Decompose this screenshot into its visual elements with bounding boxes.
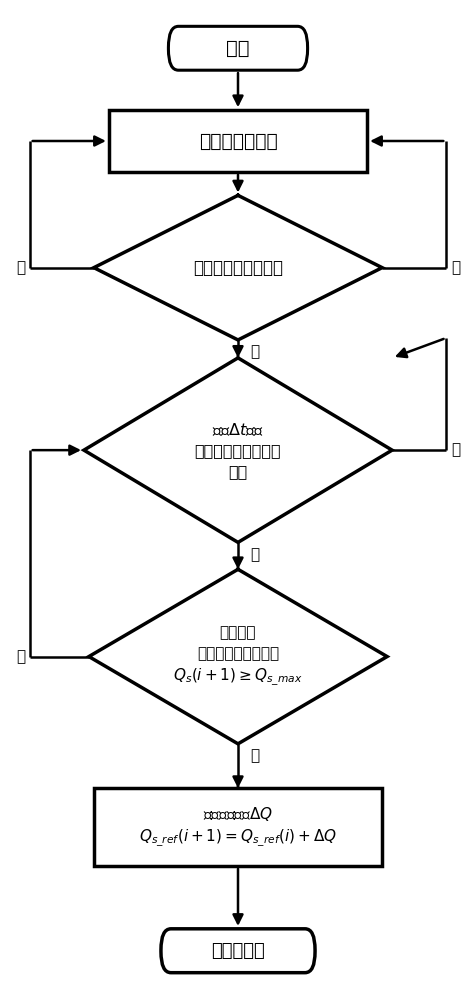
FancyBboxPatch shape [169,26,307,70]
Text: 结束并告警: 结束并告警 [211,942,265,960]
Polygon shape [94,195,382,340]
Text: 是: 是 [451,443,460,458]
Text: 是否存在次同步振荡: 是否存在次同步振荡 [193,259,283,277]
Text: 否: 否 [451,260,460,275]
Text: 否: 否 [250,547,259,562]
Text: 次同步振荡监测: 次同步振荡监测 [198,131,278,150]
Bar [109,110,367,172]
Bar [94,788,382,866]
Text: 增发一级无功$\Delta Q$
$Q_{s\_ref}(i+1)=Q_{s\_ref}(i)+\Delta Q$: 增发一级无功$\Delta Q$ $Q_{s\_ref}(i+1)=Q_{s\_… [139,805,337,849]
Text: 否: 否 [250,748,259,763]
Polygon shape [89,569,387,744]
Text: 每隔$\Delta t$判断
次同步振荡趋势是否
减小: 每隔$\Delta t$判断 次同步振荡趋势是否 减小 [195,421,281,479]
Polygon shape [84,358,392,542]
Text: 是: 是 [16,260,25,275]
Text: 开始: 开始 [226,39,250,58]
FancyBboxPatch shape [161,929,315,973]
Text: 假设增发
无功，判断是否超限
$Q_s(i+1)\geq Q_{s\_max}$: 假设增发 无功，判断是否超限 $Q_s(i+1)\geq Q_{s\_max}$ [173,625,303,688]
Text: 是: 是 [16,649,25,664]
Text: 是: 是 [250,344,259,359]
